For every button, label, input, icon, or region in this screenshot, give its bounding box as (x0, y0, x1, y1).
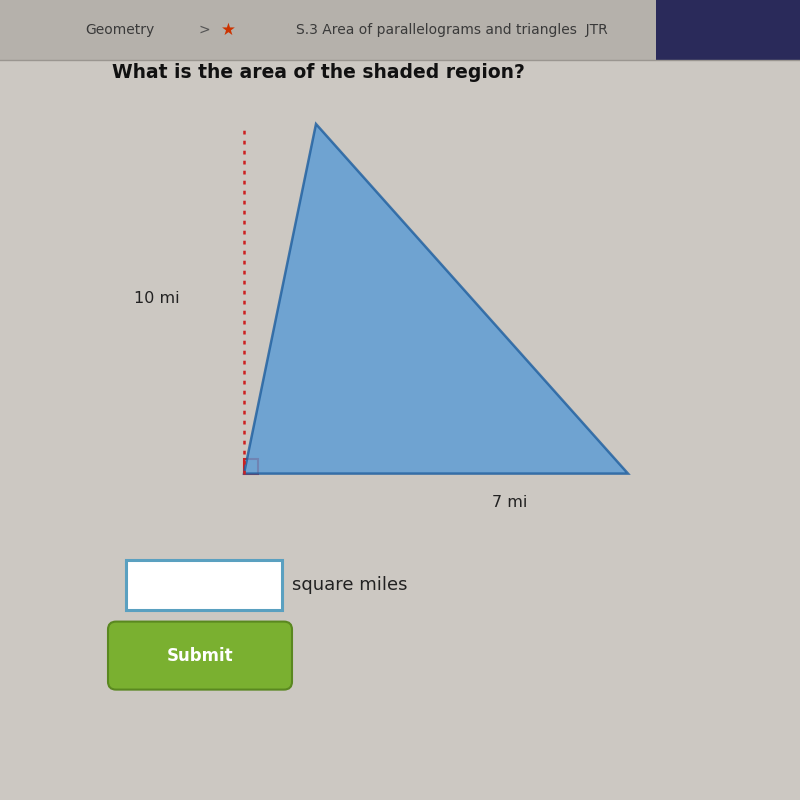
Text: S.3 Area of parallelograms and triangles  JTR: S.3 Area of parallelograms and triangles… (296, 23, 608, 37)
FancyBboxPatch shape (108, 622, 292, 690)
Text: >: > (198, 23, 210, 37)
FancyBboxPatch shape (126, 560, 282, 610)
Text: ★: ★ (221, 21, 235, 39)
Text: 7 mi: 7 mi (492, 495, 527, 510)
FancyBboxPatch shape (656, 0, 800, 60)
Text: square miles: square miles (292, 576, 407, 594)
Text: Submit: Submit (166, 646, 234, 665)
Polygon shape (244, 124, 628, 474)
Text: What is the area of the shaded region?: What is the area of the shaded region? (112, 62, 525, 82)
Text: Geometry: Geometry (86, 23, 154, 37)
FancyBboxPatch shape (0, 0, 800, 60)
Text: 10 mi: 10 mi (134, 291, 180, 306)
